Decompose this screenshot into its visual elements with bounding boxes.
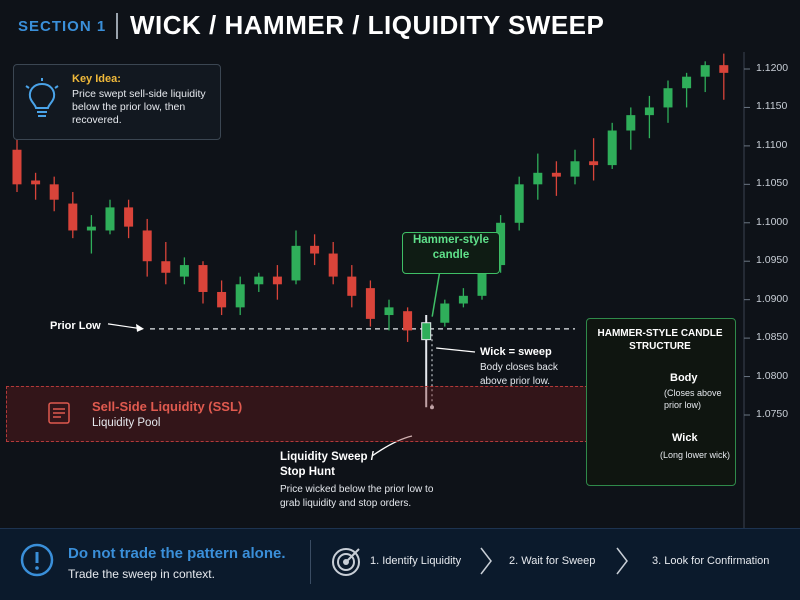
sweep-text: Price wicked below the prior low to grab… <box>280 484 434 509</box>
candle-body <box>496 222 506 266</box>
candle-body <box>12 149 22 185</box>
y-tick-label: 1.0800 <box>756 369 789 382</box>
candle-body <box>86 226 96 231</box>
candle-body <box>682 76 692 89</box>
candle-body <box>626 115 636 131</box>
footer-step-1: 1. Identify Liquidity <box>370 555 462 567</box>
chevron-right-icon <box>616 547 628 575</box>
page-title: WICK / HAMMER / LIQUIDITY SWEEP <box>130 10 605 40</box>
y-tick-label: 1.1100 <box>756 138 788 151</box>
ssl-title: Sell-Side Liquidity (SSL) <box>92 399 243 414</box>
candle-body <box>328 253 338 277</box>
candle-body <box>514 184 524 223</box>
candle-body <box>458 295 468 304</box>
candle-body <box>384 307 394 316</box>
candle-body <box>365 288 375 319</box>
footer <box>0 528 800 600</box>
lightbulb-icon <box>25 78 59 117</box>
header-divider <box>116 13 118 39</box>
candle-body <box>217 291 227 308</box>
ssl-zone <box>6 386 588 442</box>
structure-body-text: (Closes above prior low) <box>664 388 722 410</box>
candle-body <box>477 265 487 296</box>
candle-body <box>291 245 301 281</box>
chevron-right-icon <box>480 547 492 575</box>
candle-body <box>719 65 729 73</box>
candlestick-chart <box>12 52 750 528</box>
candle-body <box>607 130 617 166</box>
section-label: SECTION 1 <box>18 18 107 35</box>
candle-body <box>440 303 450 323</box>
prior-low-label: Prior Low <box>50 320 101 332</box>
hammer-callout-text: Hammer-style candle <box>412 234 490 261</box>
prior-low-arrow <box>107 323 143 330</box>
candle-body <box>235 284 245 308</box>
key-idea-title: Key Idea: <box>72 73 121 85</box>
y-tick-label: 1.0950 <box>756 254 789 267</box>
structure-wick-text: (Long lower wick) <box>660 450 731 460</box>
y-tick-label: 1.1200 <box>756 62 789 74</box>
candle-body <box>68 203 78 231</box>
wick-sweep-arrow <box>436 347 476 353</box>
y-tick-label: 1.0750 <box>756 408 789 420</box>
y-tick-label: 1.1000 <box>756 215 789 228</box>
footer-main: Do not trade the pattern alone. <box>68 545 286 562</box>
candle-body <box>49 184 59 200</box>
key-idea-text: Price swept sell-side liquidity below th… <box>72 88 206 126</box>
candle-body <box>421 322 432 341</box>
footer-divider <box>310 540 311 584</box>
sweep-title: Liquidity Sweep / Stop Hunt <box>280 451 374 478</box>
document-icon <box>48 402 70 424</box>
candle-body <box>254 276 264 285</box>
candle-body <box>179 265 189 277</box>
candle-body <box>663 88 673 108</box>
structure-title: HAMMER-STYLE CANDLE STRUCTURE <box>597 328 723 352</box>
structure-body-label: Body <box>670 372 698 384</box>
candle-body <box>533 172 543 185</box>
candle-body <box>310 245 320 254</box>
candle-body <box>403 311 413 331</box>
structure-wick-label: Wick <box>672 432 698 444</box>
wick-measure-dot <box>430 405 434 410</box>
sweep-arrow <box>371 435 413 457</box>
candle-body <box>161 261 171 273</box>
candle-body <box>551 172 561 177</box>
y-tick-label: 1.1050 <box>756 177 789 190</box>
prior-low-arrowhead <box>136 323 144 332</box>
ssl-subtitle: Liquidity Pool <box>92 417 161 429</box>
key-idea-box <box>13 64 221 140</box>
candle-body <box>644 107 654 116</box>
candle-body <box>198 265 208 292</box>
hammer-callout: Hammer-style candle <box>402 232 500 274</box>
candle-body <box>31 180 41 185</box>
candle-body <box>570 161 580 177</box>
candle-body <box>272 276 282 285</box>
hammer-callout-arrow <box>431 269 441 317</box>
wick-sweep-title: Wick = sweep <box>480 346 552 358</box>
y-tick-label: 1.0850 <box>756 331 789 344</box>
y-tick-label: 1.0900 <box>756 292 789 305</box>
header <box>0 0 800 52</box>
footer-sub: Trade the sweep in context. <box>68 567 215 581</box>
candle-body <box>142 230 152 262</box>
target-icon <box>332 548 360 576</box>
y-tick-label: 1.1150 <box>756 100 788 113</box>
candle-body <box>589 161 599 166</box>
candle-body <box>347 276 357 296</box>
structure-panel <box>586 318 736 486</box>
footer-step-3: 3. Look for Confirmation <box>652 555 770 567</box>
footer-step-2: 2. Wait for Sweep <box>509 555 596 567</box>
candle-body <box>700 65 710 77</box>
wick-sweep-text: Body closes back above prior low. <box>480 362 558 387</box>
candle-body <box>105 207 115 231</box>
info-alert-icon <box>20 543 54 577</box>
candle-body <box>124 207 134 227</box>
